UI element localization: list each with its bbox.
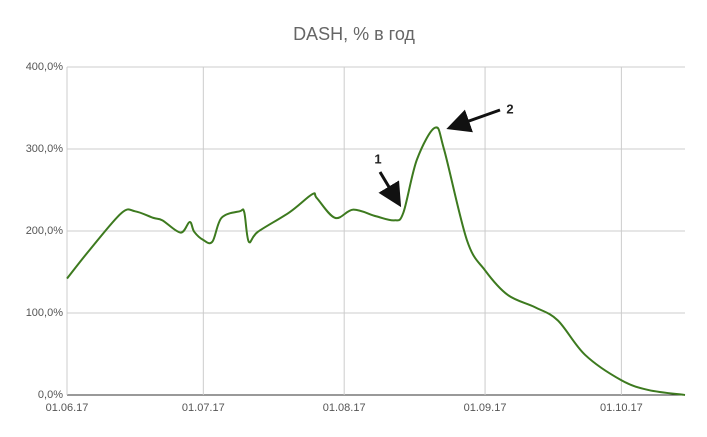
y-tick-label: 0,0%	[38, 389, 63, 401]
y-tick-label: 200,0%	[26, 225, 64, 237]
x-tick-label: 01.07.17	[182, 402, 225, 414]
y-tick-label: 100,0%	[26, 307, 64, 319]
arrow	[378, 171, 402, 208]
arrow	[446, 108, 501, 133]
y-tick-label: 300,0%	[26, 143, 64, 155]
annotation: 2	[506, 101, 513, 116]
chart-title: DASH, % в год	[293, 24, 415, 44]
y-tick-label: 400,0%	[26, 61, 64, 73]
x-tick-label: 01.09.17	[464, 402, 507, 414]
x-tick-label: 01.08.17	[323, 402, 366, 414]
x-tick-label: 01.06.17	[46, 402, 89, 414]
annotation: 1	[374, 151, 381, 166]
data-line	[66, 126, 686, 396]
x-tick-label: 01.10.17	[600, 402, 643, 414]
